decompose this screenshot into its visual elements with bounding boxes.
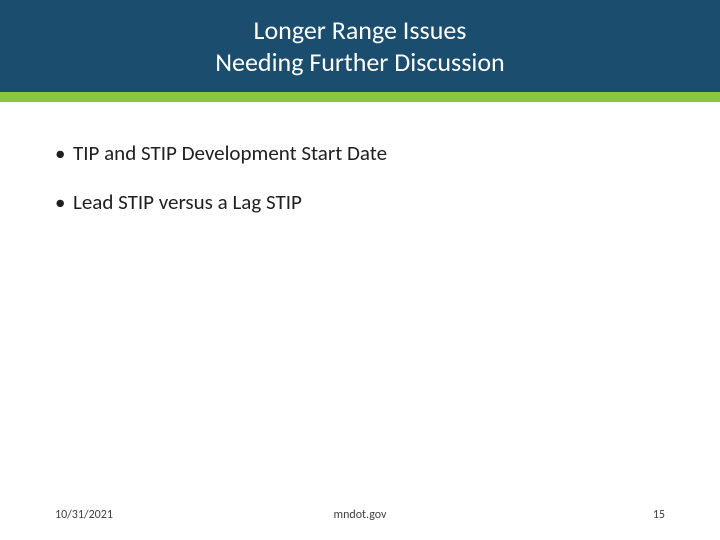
title-line-1: Longer Range Issues [254,14,467,47]
content-area: TIP and STIP Development Start Date Lead… [55,140,665,239]
footer-site: mndot.gov [334,508,387,522]
footer-page: 15 [653,508,665,522]
accent-band [0,92,720,102]
bullet-item: TIP and STIP Development Start Date [55,140,665,167]
title-line-2: Needing Further Discussion [215,46,504,79]
bullet-item: Lead STIP versus a Lag STIP [55,189,665,216]
slide-title: Longer Range Issues Needing Further Disc… [0,0,720,92]
footer-date: 10/31/2021 [55,508,113,522]
footer: 10/31/2021 mndot.gov 15 [0,508,720,522]
